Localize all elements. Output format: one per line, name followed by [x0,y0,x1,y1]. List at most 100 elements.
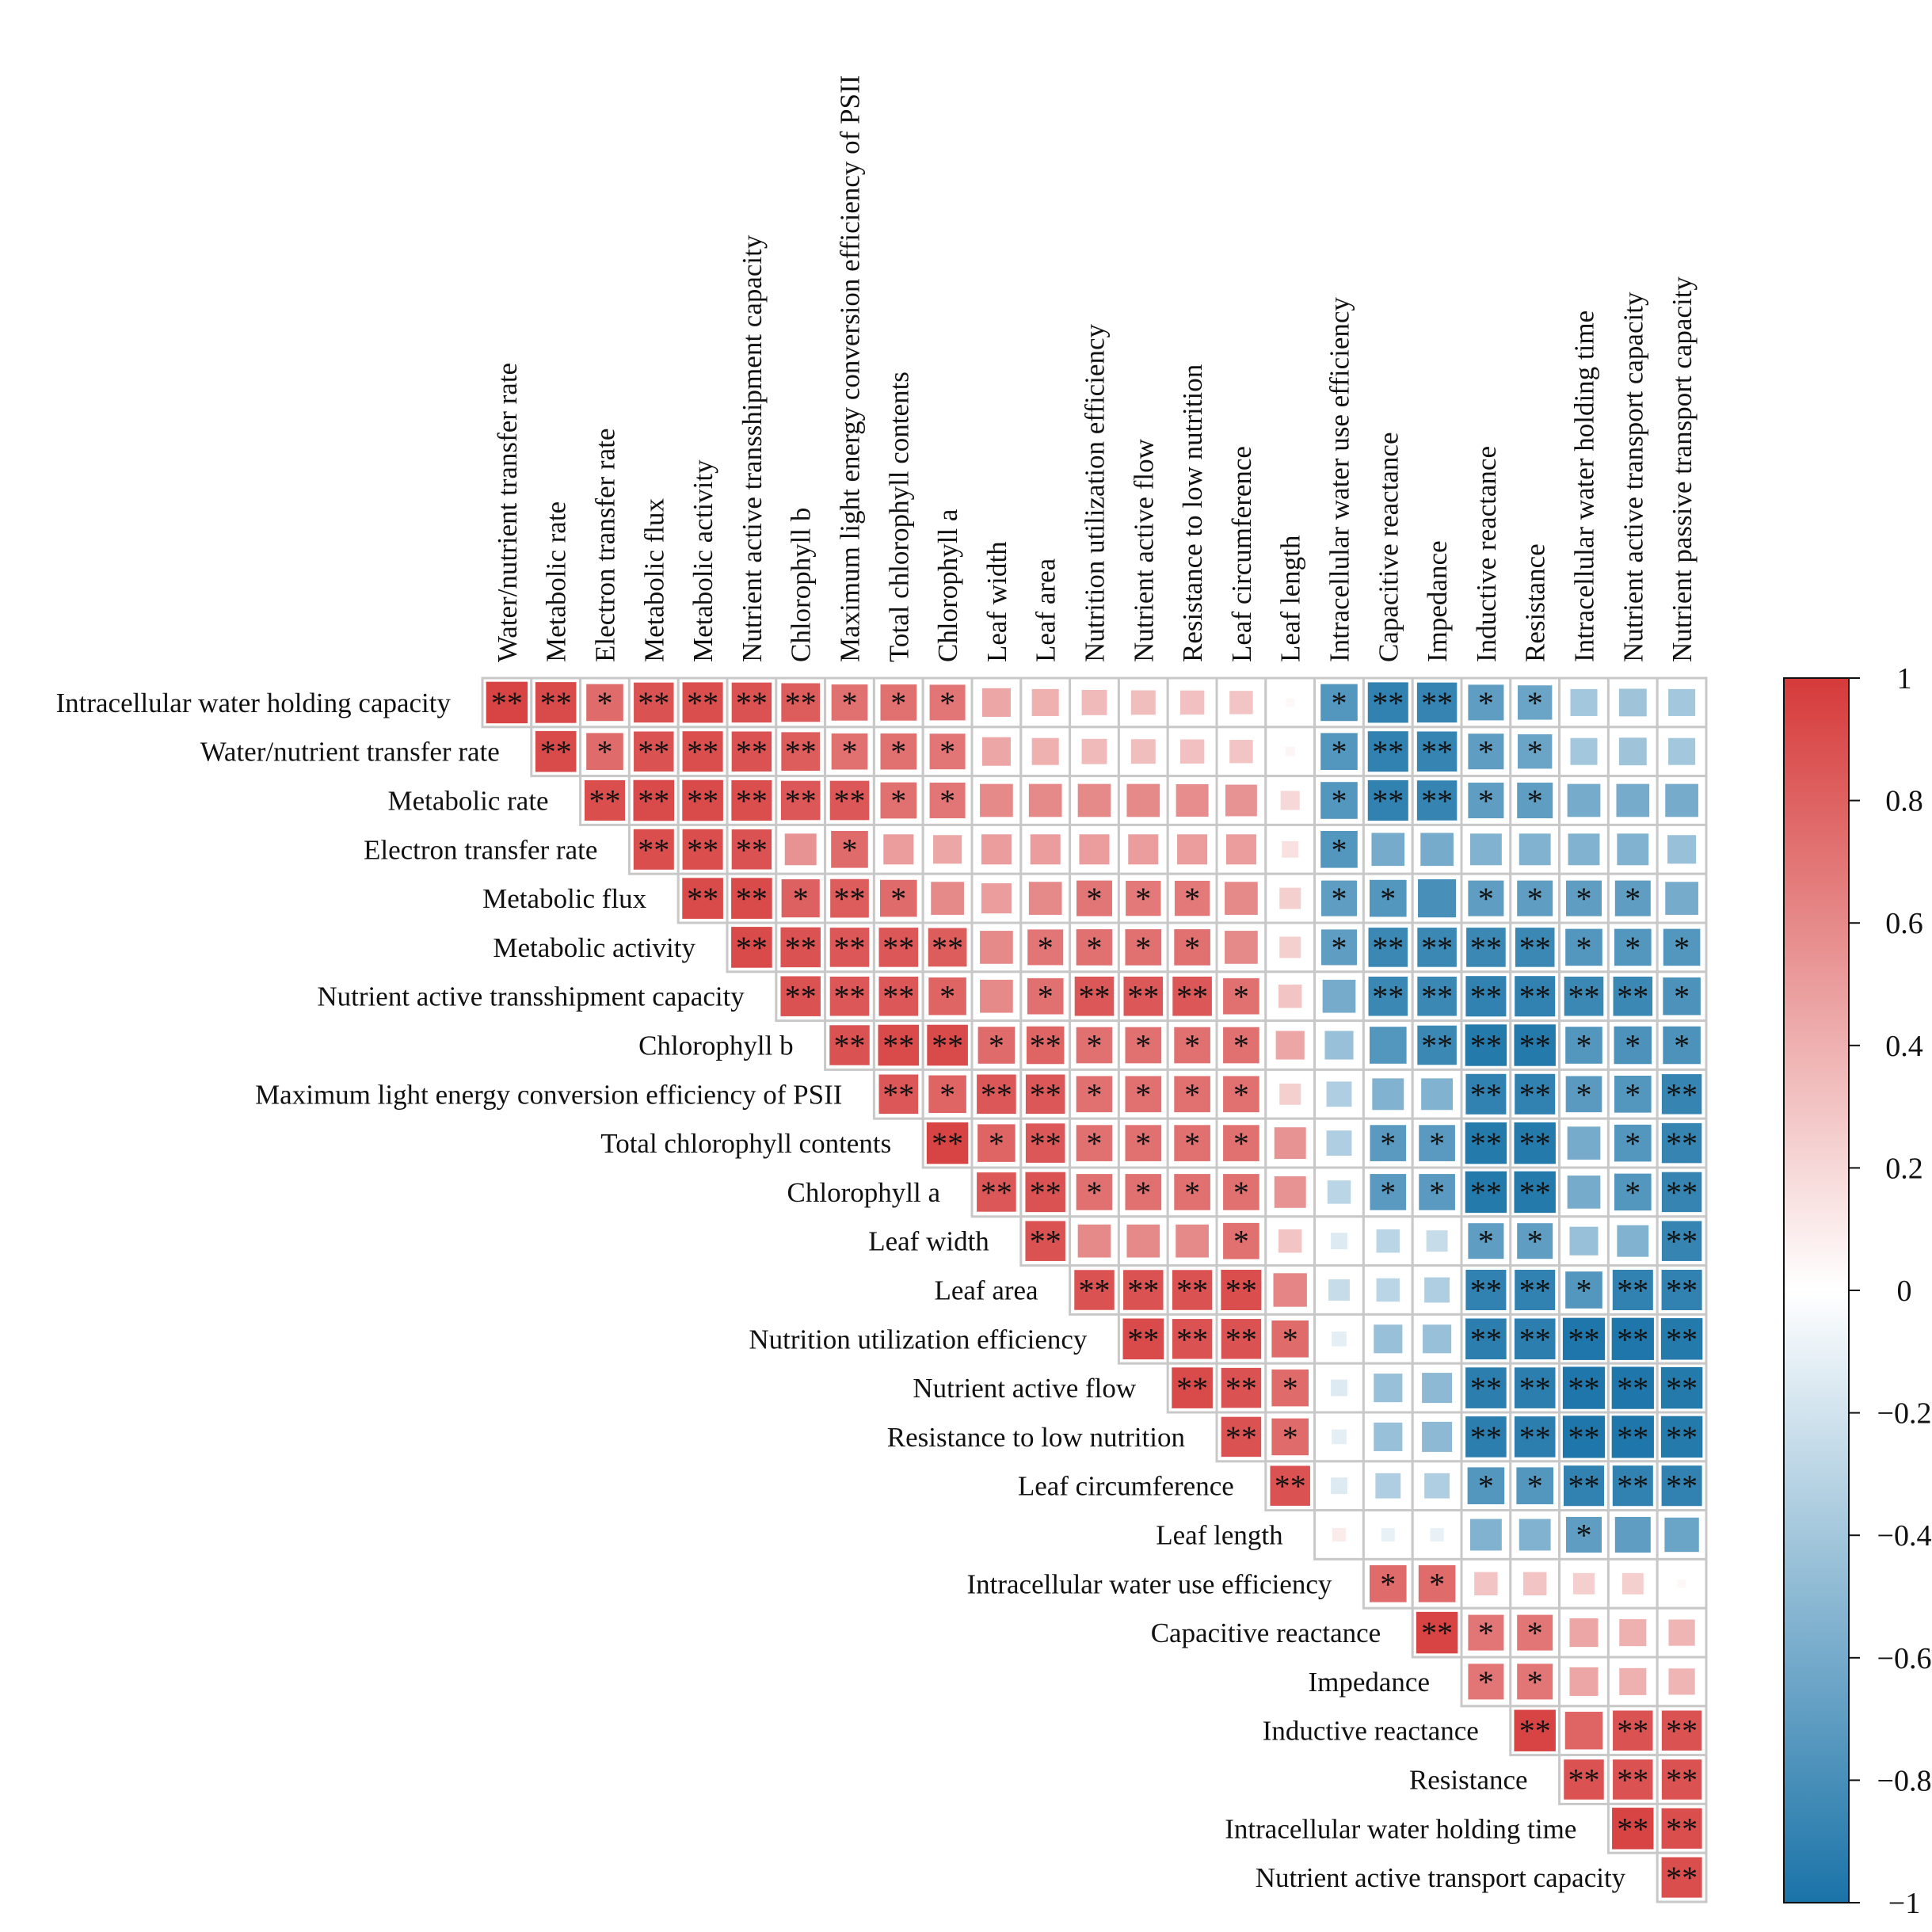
cell-square-r15-c17 [1332,1429,1347,1445]
cell-square-r2-c8 [880,782,917,819]
colorbar-tick-label-5: 0 [1897,1275,1912,1308]
cell-square-r1-c9 [929,734,966,770]
cell-square-r19-c21 [1517,1614,1553,1651]
cell-square-r3-c5 [731,829,772,870]
cell-square-r2-c18 [1367,779,1408,821]
cell-square-r1-c2 [586,733,623,770]
significance-mark-r19-c21: * [1527,1615,1543,1651]
cell-square-r17-c23 [1614,1516,1651,1553]
column-label-15: Leaf circumference [1226,446,1257,662]
cell-square-r8-c13 [1125,1076,1162,1113]
colorbar-tick-label-0: 1 [1897,662,1912,695]
significance-mark-r5-c24: * [1674,930,1690,966]
cell-square-r1-c15 [1229,739,1253,764]
cell-square-r2-c22 [1567,783,1601,817]
cell-square-r15-c24 [1660,1416,1703,1458]
cell-square-r7-c10 [977,1027,1016,1064]
cell-square-r17-c18 [1381,1527,1395,1542]
cell-square-r0-c23 [1618,688,1647,717]
significance-mark-r23-c23: ** [1617,1811,1648,1846]
significance-mark-r14-c20: ** [1470,1370,1502,1406]
cell-square-r13-c20 [1465,1318,1507,1360]
cell-square-r3-c18 [1371,833,1405,867]
cell-square-r13-c17 [1332,1331,1347,1347]
significance-mark-r1-c5: ** [736,734,768,770]
significance-mark-r2-c19: ** [1421,783,1453,819]
cell-square-r5-c10 [980,931,1013,964]
significance-mark-r4-c14: * [1184,881,1200,916]
cell-square-r0-c1 [535,682,577,723]
significance-mark-r2-c21: * [1527,783,1543,819]
significance-mark-r2-c7: ** [834,783,866,819]
significance-mark-r6-c22: ** [1568,979,1600,1015]
significance-mark-r16-c23: ** [1617,1469,1648,1504]
significance-mark-r9-c20: ** [1470,1126,1502,1161]
cell-square-r3-c19 [1420,833,1454,867]
significance-mark-r2-c4: ** [687,783,718,819]
significance-mark-r10-c18: * [1380,1175,1396,1210]
cell-square-r6-c10 [980,979,1013,1013]
significance-mark-r10-c23: * [1625,1175,1640,1210]
cell-square-r4-c4 [682,878,723,919]
significance-mark-r0-c1: ** [540,685,572,721]
cell-square-r11-c23 [1617,1225,1649,1257]
cell-square-r3-c7 [831,831,868,868]
row-label-5: Metabolic activity [493,932,695,963]
significance-mark-r7-c11: ** [1030,1028,1061,1064]
cell-square-r17-c22 [1565,1516,1602,1553]
significance-mark-r12-c12: ** [1079,1273,1111,1309]
cell-square-r3-c17 [1320,831,1358,868]
cell-square-r9-c17 [1326,1130,1352,1157]
column-label-22: Intracellular water holding time [1569,311,1600,662]
cell-square-r14-c20 [1465,1367,1507,1408]
cell-square-r18-c20 [1474,1572,1498,1596]
row-label-0: Intracellular water holding capacity [55,688,451,718]
cell-square-r12-c21 [1515,1269,1556,1311]
cell-square-r14-c17 [1331,1379,1347,1397]
cell-square-r22-c22 [1564,1759,1604,1800]
cell-square-r11-c14 [1176,1224,1209,1258]
cell-square-r10-c18 [1370,1174,1407,1210]
significance-mark-r2-c8: * [890,783,906,819]
significance-mark-r12-c20: ** [1470,1273,1502,1309]
cell-square-r6-c8 [878,976,919,1016]
significance-mark-r7-c19: ** [1421,1028,1453,1064]
cell-square-r3-c6 [784,833,817,866]
column-label-20: Inductive reactance [1471,446,1502,662]
row-label-24: Nutrient active transport capacity [1256,1862,1626,1893]
cell-square-r12-c16 [1273,1273,1307,1307]
cell-square-r11-c24 [1661,1221,1702,1261]
significance-mark-r1-c3: ** [638,734,669,770]
significance-mark-r0-c9: * [939,685,955,721]
row-label-17: Leaf length [1156,1520,1283,1551]
cell-square-r6-c19 [1417,976,1457,1016]
cell-square-r14-c22 [1562,1366,1606,1409]
cell-square-r2-c9 [929,782,966,819]
cell-square-r10-c15 [1223,1174,1259,1210]
significance-mark-r4-c7: ** [834,881,866,916]
cell-square-r1-c4 [682,731,723,772]
significance-mark-r22-c23: ** [1617,1762,1648,1798]
significance-mark-r4-c21: * [1527,881,1543,916]
cell-square-r3-c21 [1519,833,1551,866]
significance-mark-r1-c4: ** [687,734,718,770]
significance-mark-r21-c23: ** [1617,1713,1648,1749]
significance-mark-r3-c17: * [1332,832,1347,867]
cell-square-r0-c3 [634,682,674,723]
cell-square-r3-c20 [1469,833,1502,866]
cell-square-r0-c13 [1130,690,1156,715]
cell-square-r6-c21 [1515,976,1556,1017]
significance-mark-r5-c13: * [1135,930,1151,966]
cell-square-r5-c11 [1027,929,1064,966]
cell-square-r3-c24 [1667,835,1697,864]
significance-mark-r9-c18: * [1380,1126,1396,1161]
significance-mark-r5-c9: ** [932,930,963,966]
cell-square-r2-c15 [1225,784,1257,817]
cell-square-r12-c18 [1376,1278,1400,1302]
cell-square-r7-c17 [1324,1031,1354,1060]
significance-mark-r8-c22: * [1576,1077,1592,1112]
cell-square-r9-c11 [1025,1123,1065,1163]
cell-square-r2-c13 [1126,783,1160,817]
significance-mark-r5-c14: * [1184,930,1200,966]
cell-square-r5-c5 [731,927,772,968]
